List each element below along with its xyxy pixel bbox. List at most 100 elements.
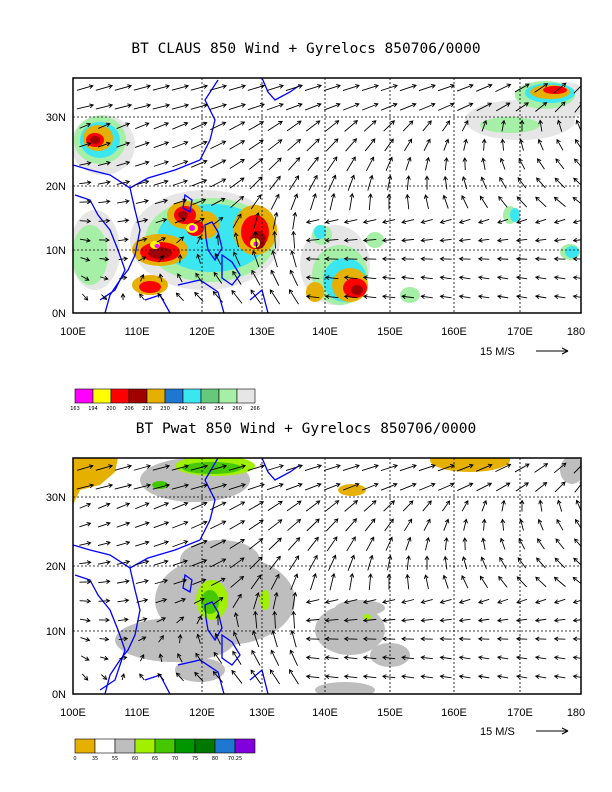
wind-vector (153, 160, 170, 167)
wind-vector (247, 84, 266, 91)
wind-vector (213, 651, 223, 664)
wind-vector (285, 102, 303, 111)
wind-vector (399, 102, 417, 111)
colorbar-swatch (182, 388, 202, 404)
wind-vector (305, 219, 320, 225)
wind-vector (210, 178, 227, 188)
wind-vector (76, 464, 94, 471)
wind-vector (401, 636, 415, 642)
wind-vector (325, 120, 340, 132)
wind-vector (98, 598, 111, 604)
wind-vector (305, 636, 320, 642)
wind-vector (346, 536, 356, 552)
wind-vector (232, 593, 242, 609)
wind-vector (423, 194, 429, 210)
wind-vector (192, 578, 207, 585)
wind-vector (380, 102, 398, 111)
wind-vector (156, 617, 167, 623)
wind-vector (553, 636, 566, 642)
wind-vector (519, 518, 524, 531)
wind-vector (495, 102, 511, 112)
wind-vector (290, 249, 297, 268)
wind-vector (497, 598, 509, 604)
wind-vector (481, 119, 488, 132)
wind-vector (403, 518, 413, 532)
wind-vector (190, 464, 209, 471)
wind-vector (247, 464, 266, 471)
wind-vector (500, 138, 506, 151)
wind-vector (135, 540, 150, 547)
wind-vector (368, 193, 373, 210)
wind-vector (229, 538, 245, 549)
wind-vector (195, 272, 203, 283)
wind-vector (362, 237, 377, 243)
wind-vector (477, 237, 490, 243)
wind-vector (515, 102, 529, 112)
wind-vector (518, 537, 526, 550)
wind-vector (364, 518, 376, 532)
wind-vector (305, 120, 321, 132)
top-map-panel: 30N 20N 10N 0N 100E 110E 120E 130E 140E … (46, 77, 585, 412)
wind-vector (80, 257, 91, 262)
wind-vector (439, 294, 452, 300)
wind-vector (210, 197, 226, 206)
top-lat-tick-10n: 10N (46, 245, 66, 257)
wind-vector (116, 502, 131, 510)
wind-vector (139, 653, 145, 662)
wind-vector (361, 84, 379, 92)
wind-vector (456, 463, 474, 472)
bottom-coastlines (73, 458, 301, 694)
bottom-map-frame (72, 457, 582, 695)
colorbar-swatch (236, 388, 256, 404)
wind-vector (286, 120, 302, 132)
wind-vector (443, 518, 450, 531)
wind-vector (537, 138, 544, 151)
wind-vector (386, 573, 392, 590)
wind-vector (362, 275, 377, 281)
wind-vector (443, 156, 449, 171)
wind-vector (190, 483, 209, 490)
wind-vector (133, 483, 152, 490)
wind-vector (290, 193, 299, 211)
bottom-lon-tick-130e: 130E (249, 707, 275, 719)
wind-vector (387, 174, 393, 191)
wind-vector (406, 175, 411, 191)
wind-vector (381, 237, 396, 243)
wind-vector (442, 500, 451, 512)
wind-vector (232, 213, 242, 229)
wind-vector (553, 674, 566, 680)
wind-vector (363, 120, 377, 132)
bottom-scale-arrow (536, 727, 569, 735)
wind-vector (538, 119, 543, 132)
top-scale-label: 15 M/S (480, 346, 515, 358)
wind-vector (76, 483, 95, 490)
wind-vector (191, 501, 208, 510)
wind-vector (176, 616, 185, 624)
wind-vector (342, 482, 360, 491)
bottom-wind-vectors (76, 462, 581, 685)
wind-vector (518, 157, 526, 170)
wind-vector (290, 629, 297, 648)
wind-vector (210, 140, 227, 150)
wind-vector (98, 502, 111, 509)
wind-vector (422, 500, 432, 512)
wind-vector (381, 294, 396, 300)
wind-vector (439, 674, 452, 680)
wind-vector (247, 483, 265, 491)
wind-vector (381, 655, 396, 661)
wind-vector (119, 655, 128, 661)
wind-vector (173, 578, 188, 585)
wind-vector (553, 275, 566, 281)
wind-vector (401, 256, 415, 262)
top-lon-tick-180: 180 (567, 326, 585, 338)
wind-vector (81, 673, 89, 681)
wind-vector (79, 218, 92, 224)
wind-vector (517, 177, 527, 189)
wind-vector (97, 540, 111, 547)
wind-vector (574, 518, 581, 529)
wind-vector (152, 464, 171, 471)
wind-vector (101, 294, 108, 301)
wind-vector (305, 674, 320, 680)
wind-vector (401, 237, 415, 243)
wind-vector (99, 636, 110, 642)
